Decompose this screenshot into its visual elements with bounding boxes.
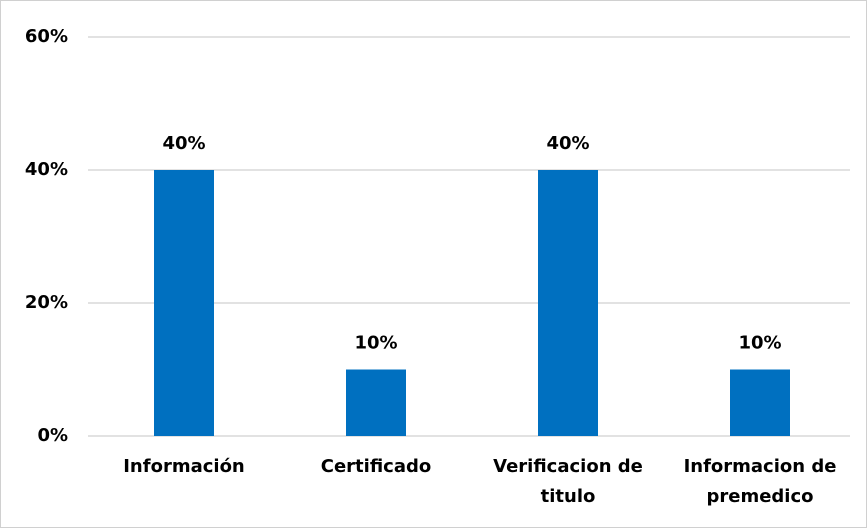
data-label: 40% xyxy=(162,133,205,154)
bar xyxy=(730,369,790,436)
y-tick-label: 20% xyxy=(25,292,68,313)
data-label: 10% xyxy=(354,333,397,354)
data-label: 10% xyxy=(738,333,781,354)
y-tick-label: 0% xyxy=(37,425,68,446)
x-tick-label: Verificacion de titulo xyxy=(493,456,643,507)
x-tick-label: Informacion de premedico xyxy=(683,456,837,507)
x-tick-label: Información xyxy=(123,456,245,477)
bar xyxy=(154,170,214,436)
bar xyxy=(346,369,406,436)
data-label: 40% xyxy=(546,133,589,154)
x-tick-label: Certificado xyxy=(320,456,432,477)
y-tick-label: 60% xyxy=(25,26,68,47)
y-tick-label: 40% xyxy=(25,159,68,180)
bar xyxy=(538,170,598,436)
